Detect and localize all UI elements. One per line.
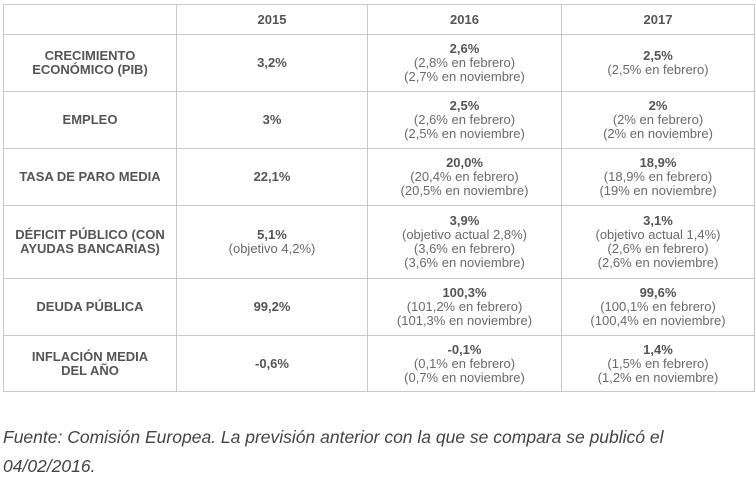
cell-2017: 99,6% (100,1% en febrero) (100,4% en nov… [561,278,755,336]
row-label-empleo: EMPLEO [3,91,177,149]
cell-2017: 18,9% (18,9% en febrero) (19% en noviemb… [561,148,755,206]
row-label-paro: TASA DE PARO MEDIA [3,148,177,206]
row-label-deficit: DÉFICIT PÚBLICO (CON AYUDAS BANCARIAS) [3,205,177,279]
cell-2017: 2% (2% en febrero) (2% en noviembre) [561,91,755,149]
cell-2017: 1,4% (1,5% en febrero) (1,2% en noviembr… [561,335,755,392]
forecast-table: 2015 2016 2017 CRECIMIENTO ECONÓMICO (PI… [3,4,755,392]
source-note: Fuente: Comisión Europea. La previsión a… [3,427,664,476]
cell-2016: 2,6% (2,8% en febrero) (2,7% en noviembr… [367,34,562,92]
cell-2016: -0,1% (0,1% en febrero) (0,7% en noviemb… [367,335,562,392]
table-header-row: 2015 2016 2017 [3,4,755,35]
cell-2015: 99,2% [176,278,368,336]
cell-2015: 3% [176,91,368,149]
header-2017: 2017 [561,4,755,35]
cell-2015: 22,1% [176,148,368,206]
header-empty [3,4,177,35]
cell-2016: 3,9% (objetivo actual 2,8%) (3,6% en feb… [367,205,562,279]
table-row: DEUDA PÚBLICA 99,2% 100,3% (101,2% en fe… [3,278,755,336]
cell-2016: 100,3% (101,2% en febrero) (101,3% en no… [367,278,562,336]
header-2016: 2016 [367,4,562,35]
cell-2016: 2,5% (2,6% en febrero) (2,5% en noviembr… [367,91,562,149]
row-label-inflacion: INFLACIÓN MEDIA DEL AÑO [3,335,177,392]
cell-2017: 3,1% (objetivo actual 1,4%) (2,6% en feb… [561,205,755,279]
table-row: EMPLEO 3% 2,5% (2,6% en febrero) (2,5% e… [3,91,755,149]
row-label-deuda: DEUDA PÚBLICA [3,278,177,336]
table-row: INFLACIÓN MEDIA DEL AÑO -0,6% -0,1% (0,1… [3,335,755,392]
table-row: CRECIMIENTO ECONÓMICO (PIB) 3,2% 2,6% (2… [3,34,755,92]
cell-2016: 20,0% (20,4% en febrero) (20,5% en novie… [367,148,562,206]
row-label-crecimiento: CRECIMIENTO ECONÓMICO (PIB) [3,34,177,92]
cell-2015: -0,6% [176,335,368,392]
header-2015: 2015 [176,4,368,35]
table-row: TASA DE PARO MEDIA 22,1% 20,0% (20,4% en… [3,148,755,206]
cell-2017: 2,5% (2,5% en febrero) [561,34,755,92]
cell-2015: 3,2% [176,34,368,92]
table-row: DÉFICIT PÚBLICO (CON AYUDAS BANCARIAS) 5… [3,205,755,279]
cell-2015: 5,1% (objetivo 4,2%) [176,205,368,279]
